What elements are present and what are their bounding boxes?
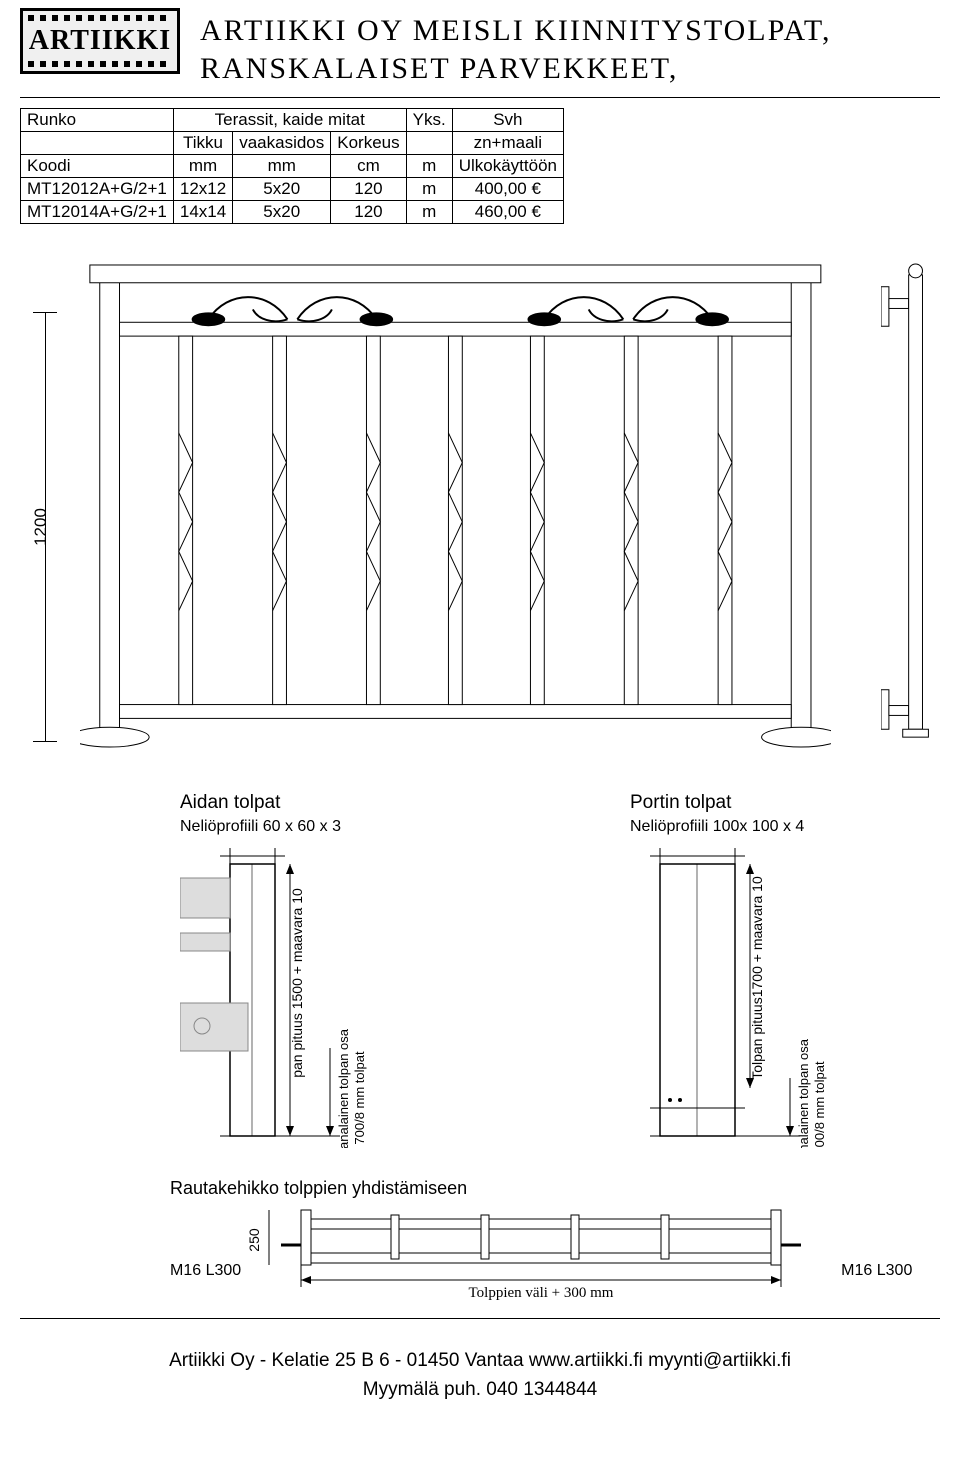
bolt-left-label: M16 L300 bbox=[170, 1262, 241, 1300]
td: 14x14 bbox=[173, 201, 232, 224]
title-block: Artiikki OY MEISLI Kiinnitystolpat, Rans… bbox=[200, 8, 832, 87]
logo: ARTIIKKI bbox=[20, 8, 180, 74]
title-line-1: Artiikki OY MEISLI Kiinnitystolpat, bbox=[200, 12, 832, 50]
th: m bbox=[406, 155, 452, 178]
title-line-2: Ranskalaiset parvekkeet, bbox=[200, 50, 832, 88]
svg-text:Tolpan pituus1700 + maavara 10: Tolpan pituus1700 + maavara 10 bbox=[749, 876, 765, 1080]
post-profile: Neliöprofiili 60 x 60 x 3 bbox=[180, 818, 490, 836]
th: cm bbox=[331, 155, 406, 178]
th: Svh bbox=[452, 109, 563, 132]
svg-text:250: 250 bbox=[246, 1228, 262, 1252]
svg-text:Maanalainen tolpan osa: Maanalainen tolpan osa bbox=[336, 1028, 351, 1148]
svg-text:Maanalainen tolpan osa: Maanalainen tolpan osa bbox=[796, 1038, 811, 1148]
bolt-right-label: M16 L300 bbox=[841, 1262, 912, 1300]
td: MT12012A+G/2+1 bbox=[21, 178, 174, 201]
portin-tolpat: Portin tolpat Neliöprofiili 100x 100 x 4… bbox=[630, 792, 940, 1148]
svg-text:700/8 mm tolpat: 700/8 mm tolpat bbox=[352, 1051, 367, 1145]
th: Ulkokäyttöön bbox=[452, 155, 563, 178]
frame-title: Rautakehikko tolppien yhdistämiseen bbox=[170, 1178, 940, 1199]
td: 5x20 bbox=[233, 201, 331, 224]
th: Koodi bbox=[21, 155, 174, 178]
th: Korkeus bbox=[331, 132, 406, 155]
logo-text: ARTIIKKI bbox=[29, 25, 171, 57]
th: mm bbox=[173, 155, 232, 178]
frame-section: Rautakehikko tolppien yhdistämiseen M16 … bbox=[20, 1178, 940, 1300]
portin-post-svg: Tolpan pituus1700 + maavara 10 Maanalain… bbox=[630, 848, 890, 1148]
fence-side-svg bbox=[881, 262, 940, 752]
td: m bbox=[406, 178, 452, 201]
th: Terassit, kaide mitat bbox=[173, 109, 406, 132]
td: 120 bbox=[331, 178, 406, 201]
table-row: Runko Terassit, kaide mitat Yks. Svh bbox=[21, 109, 564, 132]
post-title: Aidan tolpat bbox=[180, 792, 490, 814]
td: 460,00 € bbox=[452, 201, 563, 224]
th: Yks. bbox=[406, 109, 452, 132]
th bbox=[406, 132, 452, 155]
dimension-1200: 1200 bbox=[30, 312, 60, 742]
td: 120 bbox=[331, 201, 406, 224]
th: Tikku bbox=[173, 132, 232, 155]
th: vaakasidos bbox=[233, 132, 331, 155]
th: Runko bbox=[21, 109, 174, 132]
td: 12x12 bbox=[173, 178, 232, 201]
th: mm bbox=[233, 155, 331, 178]
th bbox=[21, 132, 174, 155]
aidan-tolpat: Aidan tolpat Neliöprofiili 60 x 60 x 3 p… bbox=[180, 792, 490, 1148]
posts-section: Aidan tolpat Neliöprofiili 60 x 60 x 3 p… bbox=[20, 792, 940, 1148]
td: 5x20 bbox=[233, 178, 331, 201]
post-profile: Neliöprofiili 100x 100 x 4 bbox=[630, 818, 940, 836]
svg-text:500/8 mm tolpat: 500/8 mm tolpat bbox=[812, 1061, 827, 1148]
header: ARTIIKKI Artiikki OY MEISLI Kiinnitystol… bbox=[20, 8, 940, 87]
header-rule bbox=[20, 97, 940, 98]
fence-diagram: 1200 bbox=[20, 252, 940, 762]
table-row: Tikku vaakasidos Korkeus zn+maali bbox=[21, 132, 564, 155]
left-len-text: pan pituus 1500 + maavara 10 bbox=[289, 888, 305, 1078]
td: m bbox=[406, 201, 452, 224]
frame-svg: 250 Tolppien väli + 300 mm bbox=[241, 1205, 841, 1300]
aidan-post-svg: pan pituus 1500 + maavara 10 Maanalainen… bbox=[180, 848, 440, 1148]
footer-line-2: Myymälä puh. 040 1344844 bbox=[20, 1376, 940, 1405]
dimension-label: 1200 bbox=[31, 508, 51, 546]
footer-line-1: Artiikki Oy - Kelatie 25 B 6 - 01450 Van… bbox=[20, 1347, 940, 1376]
spec-table: Runko Terassit, kaide mitat Yks. Svh Tik… bbox=[20, 108, 564, 224]
table-row: MT12012A+G/2+1 12x12 5x20 120 m 400,00 € bbox=[21, 178, 564, 201]
table-row: Koodi mm mm cm m Ulkokäyttöön bbox=[21, 155, 564, 178]
post-title: Portin tolpat bbox=[630, 792, 940, 814]
fence-front-svg bbox=[80, 262, 831, 752]
table-row: MT12014A+G/2+1 14x14 5x20 120 m 460,00 € bbox=[21, 201, 564, 224]
td: 400,00 € bbox=[452, 178, 563, 201]
svg-text:Tolppien väli + 300 mm: Tolppien väli + 300 mm bbox=[469, 1285, 614, 1300]
footer-rule bbox=[20, 1318, 940, 1319]
th: zn+maali bbox=[452, 132, 563, 155]
footer: Artiikki Oy - Kelatie 25 B 6 - 01450 Van… bbox=[20, 1347, 940, 1404]
td: MT12014A+G/2+1 bbox=[21, 201, 174, 224]
